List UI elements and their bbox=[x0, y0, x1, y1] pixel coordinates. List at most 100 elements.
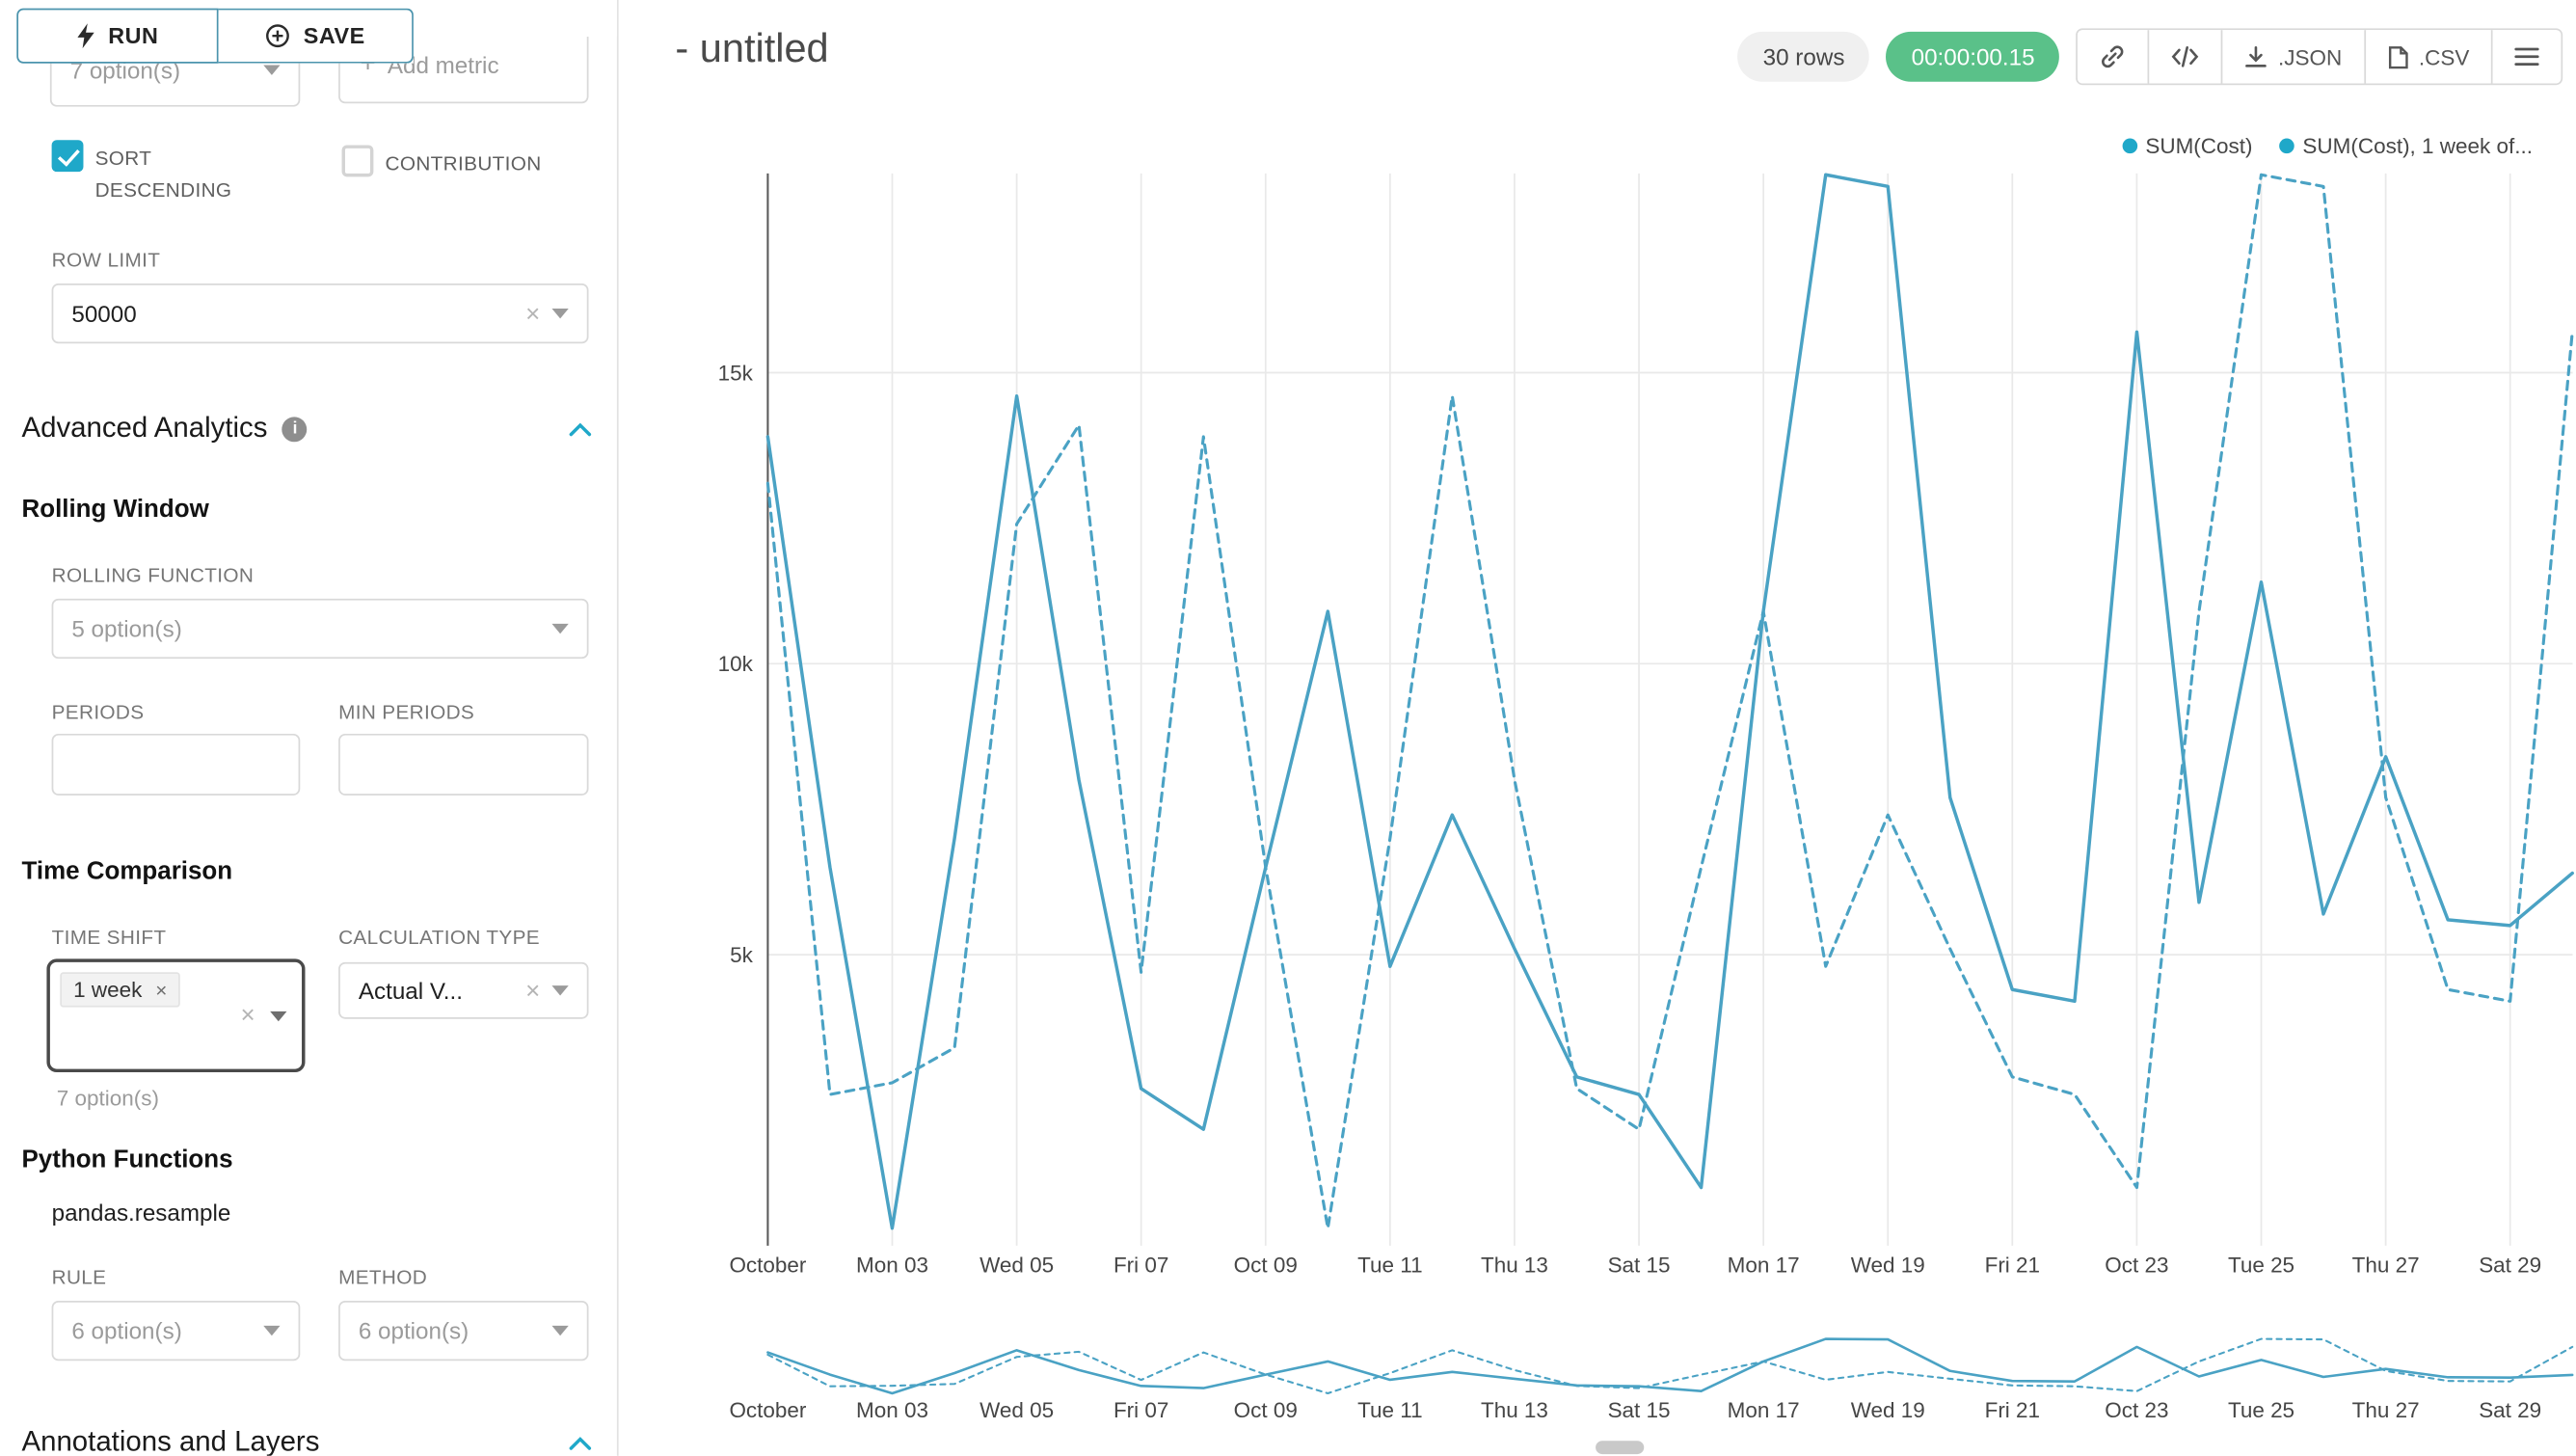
clear-icon[interactable]: × bbox=[525, 299, 541, 328]
checkbox-unchecked-icon[interactable] bbox=[341, 145, 374, 177]
svg-text:Tue 25: Tue 25 bbox=[2228, 1398, 2294, 1422]
svg-text:Fri 21: Fri 21 bbox=[1985, 1254, 2040, 1278]
min-periods-input[interactable] bbox=[338, 733, 589, 795]
svg-text:Tue 11: Tue 11 bbox=[1357, 1254, 1422, 1278]
svg-text:October: October bbox=[729, 1398, 806, 1422]
svg-text:Thu 13: Thu 13 bbox=[1481, 1398, 1548, 1422]
rule-value: 6 option(s) bbox=[71, 1317, 182, 1344]
method-select[interactable]: 6 option(s) bbox=[338, 1300, 589, 1362]
legend-dot bbox=[2279, 138, 2294, 154]
clear-icon[interactable]: × bbox=[525, 976, 541, 1005]
chevron-down-icon bbox=[551, 1325, 569, 1336]
time-shift-select[interactable]: 1 week × × bbox=[46, 958, 306, 1073]
rule-select[interactable]: 6 option(s) bbox=[51, 1300, 301, 1362]
svg-text:Sat 15: Sat 15 bbox=[1608, 1398, 1671, 1422]
chart-plot-area[interactable] bbox=[768, 174, 2572, 1246]
mini-chart-brush[interactable] bbox=[768, 1331, 2572, 1401]
annotations-layers-title: Annotations and Layers bbox=[21, 1425, 320, 1456]
calculation-type-select[interactable]: Actual V... × bbox=[338, 961, 589, 1019]
advanced-analytics-header[interactable]: Advanced Analytics bbox=[21, 412, 592, 445]
svg-text:Oct 09: Oct 09 bbox=[1234, 1398, 1298, 1422]
info-icon bbox=[282, 416, 308, 442]
query-timer-badge: 00:00:00.15 bbox=[1886, 31, 2060, 82]
svg-text:Mon 03: Mon 03 bbox=[856, 1254, 928, 1278]
legend-item-sum-cost[interactable]: SUM(Cost) bbox=[2122, 133, 2253, 159]
clear-icon[interactable]: × bbox=[155, 978, 168, 1002]
link-icon bbox=[2100, 43, 2127, 70]
time-shift-hint: 7 option(s) bbox=[56, 1085, 160, 1111]
svg-text:Sat 15: Sat 15 bbox=[1608, 1254, 1671, 1278]
time-comparison-title: Time Comparison bbox=[21, 856, 233, 886]
checkbox-checked-icon[interactable] bbox=[51, 140, 84, 173]
svg-text:Sat 29: Sat 29 bbox=[2479, 1398, 2541, 1422]
svg-text:Sat 29: Sat 29 bbox=[2479, 1254, 2541, 1278]
save-button[interactable]: SAVE bbox=[218, 8, 414, 64]
svg-text:Tue 11: Tue 11 bbox=[1357, 1398, 1422, 1422]
chart-title[interactable]: - untitled bbox=[675, 26, 829, 72]
row-limit-select[interactable]: 50000 × bbox=[51, 283, 589, 344]
svg-text:Thu 27: Thu 27 bbox=[2352, 1254, 2420, 1278]
svg-text:Wed 19: Wed 19 bbox=[1851, 1398, 1925, 1422]
sort-descending-label: SORT DESCENDING bbox=[94, 147, 232, 202]
download-icon bbox=[2244, 44, 2267, 69]
svg-text:Fri 07: Fri 07 bbox=[1114, 1398, 1168, 1422]
python-functions-title: Python Functions bbox=[21, 1146, 233, 1174]
advanced-analytics-title: Advanced Analytics bbox=[21, 412, 268, 445]
svg-text:Thu 13: Thu 13 bbox=[1481, 1254, 1548, 1278]
embed-code-button[interactable] bbox=[2148, 30, 2222, 84]
chevron-up-icon[interactable] bbox=[569, 421, 592, 437]
legend-label: SUM(Cost) bbox=[2145, 133, 2253, 159]
file-icon bbox=[2387, 44, 2408, 69]
lightning-icon bbox=[76, 23, 94, 49]
chart-legend: SUM(Cost) SUM(Cost), 1 week of... bbox=[2122, 133, 2533, 158]
svg-text:10k: 10k bbox=[718, 652, 754, 676]
calculation-type-label: CALCULATION TYPE bbox=[338, 925, 540, 950]
contribution-checkbox-row[interactable]: CONTRIBUTION bbox=[341, 145, 542, 179]
chart-actions-group: .JSON .CSV bbox=[2076, 28, 2563, 86]
svg-text:Thu 27: Thu 27 bbox=[2352, 1398, 2420, 1422]
export-csv-label: .CSV bbox=[2418, 43, 2470, 69]
chevron-up-icon[interactable] bbox=[569, 1435, 592, 1450]
chevron-down-icon bbox=[270, 1011, 287, 1021]
run-button-label: RUN bbox=[108, 23, 159, 49]
export-json-button[interactable]: .JSON bbox=[2221, 30, 2364, 84]
save-button-label: SAVE bbox=[303, 23, 365, 49]
min-periods-label: MIN PERIODS bbox=[338, 700, 475, 724]
legend-dot bbox=[2122, 138, 2137, 154]
row-limit-label: ROW LIMIT bbox=[51, 248, 161, 272]
rolling-function-select[interactable]: 5 option(s) bbox=[51, 598, 589, 660]
method-label: METHOD bbox=[338, 1265, 428, 1289]
periods-input[interactable] bbox=[51, 733, 301, 795]
chevron-down-icon bbox=[551, 985, 569, 996]
svg-text:Mon 03: Mon 03 bbox=[856, 1398, 928, 1422]
chevron-down-icon bbox=[263, 65, 281, 75]
svg-text:Oct 23: Oct 23 bbox=[2105, 1398, 2168, 1422]
sort-descending-checkbox-row[interactable]: SORT DESCENDING bbox=[51, 140, 302, 205]
menu-button[interactable] bbox=[2490, 30, 2562, 84]
rolling-window-title: Rolling Window bbox=[21, 495, 209, 525]
run-button[interactable]: RUN bbox=[16, 8, 219, 64]
svg-text:Oct 09: Oct 09 bbox=[1234, 1254, 1298, 1278]
copy-link-button[interactable] bbox=[2078, 30, 2149, 84]
time-shift-tag[interactable]: 1 week × bbox=[60, 972, 181, 1008]
svg-text:Oct 23: Oct 23 bbox=[2105, 1254, 2168, 1278]
svg-text:5k: 5k bbox=[730, 943, 753, 967]
rule-label: RULE bbox=[51, 1265, 107, 1289]
svg-text:Fri 07: Fri 07 bbox=[1114, 1254, 1168, 1278]
control-panel-sidebar: 7 option(s) + Add metric RUN SAVE bbox=[0, 0, 619, 1456]
svg-text:15k: 15k bbox=[718, 361, 754, 385]
clear-icon[interactable]: × bbox=[240, 1001, 255, 1030]
annotations-layers-header[interactable]: Annotations and Layers bbox=[21, 1425, 592, 1456]
menu-icon bbox=[2514, 46, 2539, 67]
time-shift-label: TIME SHIFT bbox=[51, 925, 167, 950]
code-icon bbox=[2171, 45, 2199, 68]
scrollbar-thumb[interactable] bbox=[1596, 1441, 1645, 1455]
legend-item-sum-cost-offset[interactable]: SUM(Cost), 1 week of... bbox=[2279, 133, 2533, 158]
method-value: 6 option(s) bbox=[358, 1317, 470, 1344]
contribution-label: CONTRIBUTION bbox=[385, 151, 542, 175]
chart-header-actions: 30 rows 00:00:00.15 .JSON bbox=[1737, 28, 2563, 86]
export-csv-button[interactable]: .CSV bbox=[2363, 30, 2491, 84]
periods-label: PERIODS bbox=[51, 700, 145, 724]
rolling-function-value: 5 option(s) bbox=[71, 615, 182, 642]
